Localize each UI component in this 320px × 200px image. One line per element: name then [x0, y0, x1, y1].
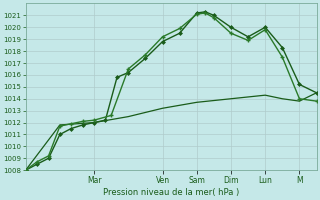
- X-axis label: Pression niveau de la mer( hPa ): Pression niveau de la mer( hPa ): [103, 188, 239, 197]
